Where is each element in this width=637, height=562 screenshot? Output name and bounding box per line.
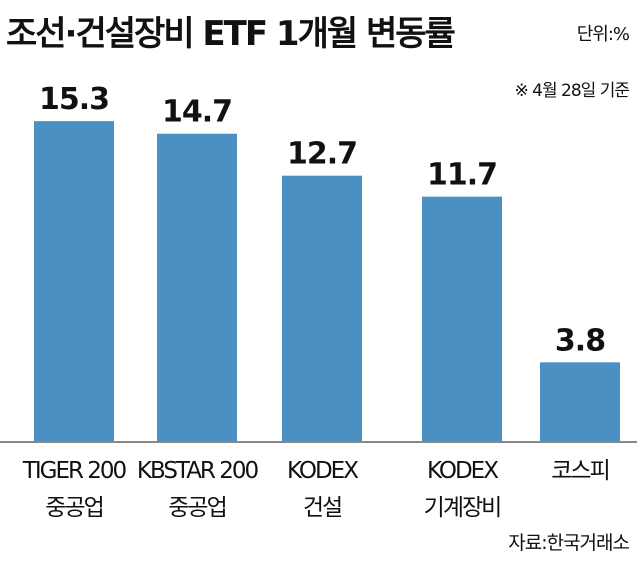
bar-3 — [422, 196, 502, 442]
data-label-1: 14.7 — [162, 95, 232, 130]
category-label-3-1: 기계장비 — [424, 495, 501, 521]
data-label-4: 3.8 — [555, 323, 605, 358]
category-label-1-1: 중공업 — [168, 495, 225, 521]
category-label-1-0: KBSTAR 200 — [137, 458, 259, 484]
category-label-0-1: 중공업 — [45, 495, 102, 521]
data-label-2: 12.7 — [287, 137, 357, 172]
bar-2 — [282, 175, 362, 442]
data-label-3: 11.7 — [427, 158, 497, 193]
category-label-2-1: 건설 — [303, 495, 342, 521]
unit-label: 단위:% — [576, 24, 630, 45]
category-label-2-0: KODEX — [287, 458, 359, 484]
chart-title: 조선·건설장비 ETF 1개월 변동률 — [6, 14, 456, 54]
category-label-3-0: KODEX — [427, 458, 499, 484]
bar-0 — [34, 121, 114, 442]
bar-1 — [157, 133, 237, 442]
bar-4 — [540, 362, 620, 442]
source-note: 자료:한국거래소 — [508, 532, 630, 554]
category-label-4-0: 코스피 — [551, 458, 608, 484]
date-note: ※ 4월 28일 기준 — [514, 81, 630, 101]
category-label-0-0: TIGER 200 — [22, 458, 127, 484]
data-label-0: 15.3 — [39, 82, 109, 117]
